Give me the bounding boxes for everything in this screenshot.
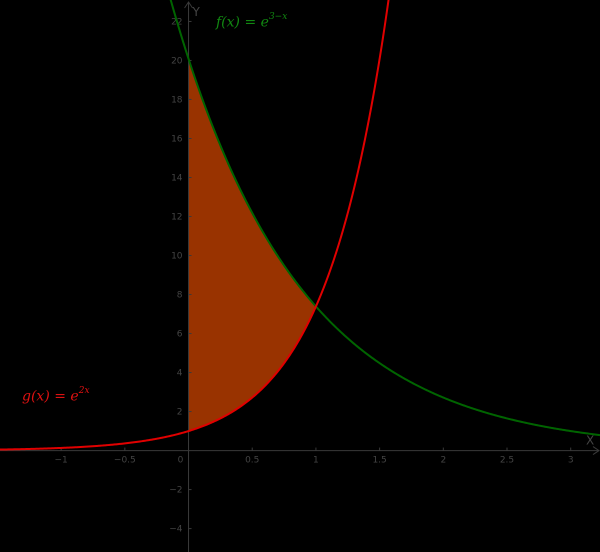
g-name: g(x): [22, 388, 50, 405]
x-tick-label: 1.5: [372, 456, 386, 466]
g-function-label[interactable]: g(x) = e2x: [22, 386, 90, 405]
f-name: f(x): [216, 14, 241, 31]
y-tick-label: 8: [177, 291, 183, 301]
f-curve: [169, 0, 600, 437]
y-axis-label: Y: [192, 5, 201, 19]
y-tick-label: 4: [177, 369, 183, 379]
x-tick-label: 0: [178, 456, 184, 466]
y-tick-label: 12: [171, 213, 182, 223]
g-curve: [0, 0, 390, 451]
shaded-region: [188, 58, 316, 432]
x-axis-label: X: [586, 434, 594, 448]
x-tick-label: −0.5: [114, 456, 136, 466]
f-base: e: [260, 14, 269, 31]
g-equals: =: [49, 388, 71, 405]
y-tick-label: −2: [169, 486, 182, 496]
f-equals: =: [240, 14, 261, 31]
y-tick-label: 18: [171, 95, 183, 105]
x-tick-label: 0.5: [245, 456, 259, 466]
y-tick-label: 20: [171, 56, 183, 66]
g-exponent: 2x: [78, 386, 90, 396]
x-tick-label: 2: [440, 456, 446, 466]
y-tick-label: 10: [171, 252, 183, 262]
shaded-area: [188, 58, 316, 432]
x-tick-label: −1: [55, 456, 68, 466]
y-tick-label: 14: [171, 173, 183, 183]
g-base: e: [70, 388, 79, 405]
y-tick-label: −4: [169, 525, 183, 535]
y-tick-label: 6: [177, 330, 183, 340]
y-axis-arrow-icon: [184, 1, 193, 9]
x-axis-arrow-icon: [592, 446, 600, 455]
f-exponent: 3−x: [268, 12, 288, 22]
x-tick-label: 2.5: [500, 456, 514, 466]
curves: [0, 0, 600, 451]
x-tick-label: 1: [313, 456, 319, 466]
y-tick-label: 16: [171, 134, 183, 144]
y-tick-label: 2: [177, 408, 183, 418]
x-tick-label: 3: [568, 456, 574, 466]
f-function-label[interactable]: f(x) = e3−x: [216, 12, 288, 31]
